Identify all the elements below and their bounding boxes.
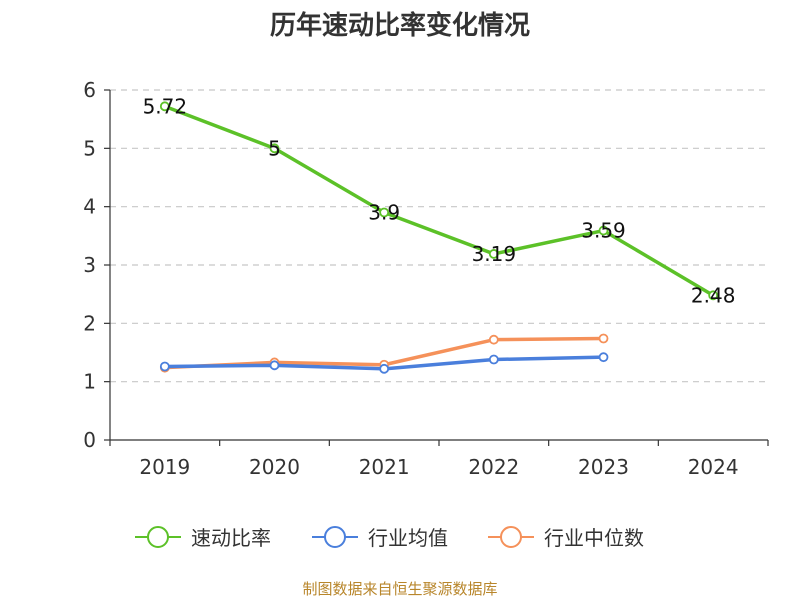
series-lines — [159, 101, 719, 374]
data-point — [379, 363, 390, 374]
grid-lines — [110, 89, 768, 383]
y-tick-label: 1 — [83, 370, 96, 394]
x-tick-label: 2020 — [249, 455, 300, 479]
y-tick-label: 0 — [83, 428, 96, 452]
x-tick-label: 2022 — [468, 455, 519, 479]
x-tick-label: 2024 — [688, 455, 739, 479]
data-point — [488, 249, 499, 259]
legend[interactable]: 速动比率 行业均值 行业中位数 — [135, 526, 644, 550]
source-note: 制图数据来自恒生聚源数据库 — [302, 580, 498, 598]
x-tick-label: 2019 — [139, 455, 190, 479]
data-label: 3.9 — [368, 201, 400, 225]
legend-marker — [500, 526, 522, 548]
legend-label: 行业中位数 — [544, 526, 644, 550]
data-point — [708, 290, 719, 301]
y-tick-label: 3 — [83, 253, 96, 277]
data-label: 3.19 — [472, 242, 517, 266]
x-tick-label: 2023 — [578, 455, 629, 479]
x-tick-label: 2021 — [359, 455, 410, 479]
data-label: 2.48 — [691, 283, 736, 307]
data-label: 3.59 — [581, 219, 626, 243]
legend-label: 行业均值 — [368, 526, 448, 550]
chart-title: 历年速动比率变化情况 — [269, 11, 530, 41]
data-labels: 5.72 5 3.9 3.19 3.59 2.48 — [143, 94, 736, 307]
y-tick-label: 6 — [83, 78, 96, 102]
data-point — [379, 207, 390, 218]
data-point — [159, 361, 170, 372]
data-point — [488, 354, 499, 365]
data-label: 5 — [268, 136, 281, 160]
data-point — [598, 225, 609, 236]
y-tick-label: 4 — [83, 195, 96, 219]
data-point — [269, 143, 280, 154]
data-point — [159, 101, 170, 112]
y-tick-label: 5 — [83, 136, 96, 160]
axes: 0 1 2 3 4 5 6 2019 2020 2021 2022 2023 2024 — [83, 78, 769, 479]
data-point — [598, 352, 609, 363]
data-point — [269, 360, 280, 371]
data-point — [598, 333, 609, 344]
series-line — [163, 104, 715, 298]
data-point — [488, 334, 499, 345]
legend-marker — [147, 526, 169, 548]
legend-marker — [324, 526, 346, 548]
y-tick-label: 2 — [83, 311, 96, 335]
legend-label: 速动比率 — [191, 526, 271, 550]
data-label: 5.72 — [143, 94, 188, 118]
